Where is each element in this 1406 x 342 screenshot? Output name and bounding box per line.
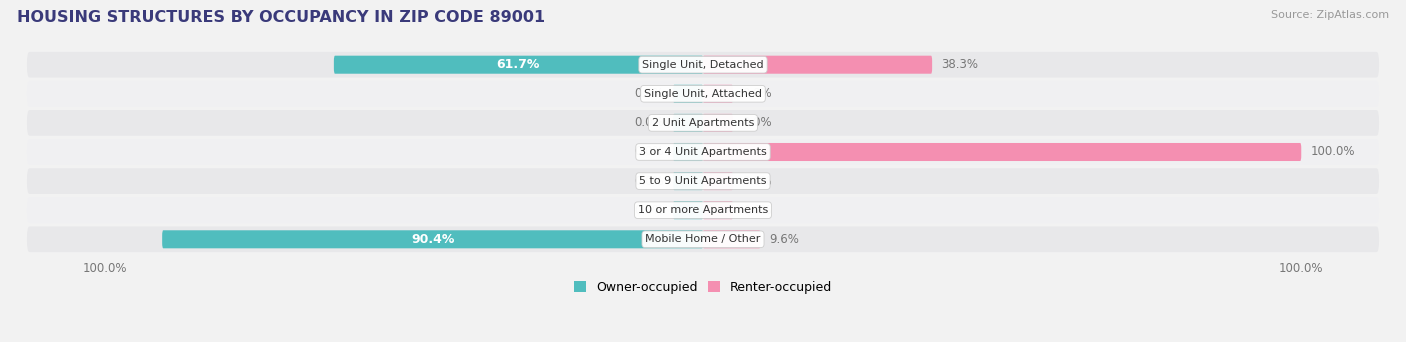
Text: 0.0%: 0.0% bbox=[634, 175, 664, 188]
Text: 0.0%: 0.0% bbox=[634, 87, 664, 100]
Text: Single Unit, Detached: Single Unit, Detached bbox=[643, 60, 763, 70]
FancyBboxPatch shape bbox=[27, 197, 1379, 223]
Text: 61.7%: 61.7% bbox=[496, 58, 540, 71]
FancyBboxPatch shape bbox=[703, 172, 733, 190]
FancyBboxPatch shape bbox=[703, 85, 733, 103]
FancyBboxPatch shape bbox=[27, 168, 1379, 194]
FancyBboxPatch shape bbox=[673, 114, 703, 132]
FancyBboxPatch shape bbox=[703, 56, 932, 74]
FancyBboxPatch shape bbox=[703, 143, 1302, 161]
FancyBboxPatch shape bbox=[673, 143, 703, 161]
FancyBboxPatch shape bbox=[27, 52, 1379, 78]
Text: Source: ZipAtlas.com: Source: ZipAtlas.com bbox=[1271, 10, 1389, 20]
Text: 9.6%: 9.6% bbox=[769, 233, 799, 246]
Text: Mobile Home / Other: Mobile Home / Other bbox=[645, 234, 761, 244]
FancyBboxPatch shape bbox=[27, 81, 1379, 107]
Text: Single Unit, Attached: Single Unit, Attached bbox=[644, 89, 762, 99]
Text: 0.0%: 0.0% bbox=[742, 87, 772, 100]
Text: 5 to 9 Unit Apartments: 5 to 9 Unit Apartments bbox=[640, 176, 766, 186]
FancyBboxPatch shape bbox=[673, 201, 703, 219]
Text: 38.3%: 38.3% bbox=[941, 58, 979, 71]
FancyBboxPatch shape bbox=[673, 85, 703, 103]
Text: 0.0%: 0.0% bbox=[742, 204, 772, 217]
FancyBboxPatch shape bbox=[27, 226, 1379, 252]
FancyBboxPatch shape bbox=[703, 230, 761, 248]
Legend: Owner-occupied, Renter-occupied: Owner-occupied, Renter-occupied bbox=[568, 276, 838, 299]
FancyBboxPatch shape bbox=[703, 114, 733, 132]
FancyBboxPatch shape bbox=[703, 201, 733, 219]
Text: 0.0%: 0.0% bbox=[634, 145, 664, 158]
Text: 0.0%: 0.0% bbox=[742, 116, 772, 129]
FancyBboxPatch shape bbox=[162, 230, 703, 248]
Text: 0.0%: 0.0% bbox=[634, 116, 664, 129]
Text: 100.0%: 100.0% bbox=[1310, 145, 1355, 158]
Text: 0.0%: 0.0% bbox=[634, 204, 664, 217]
Text: HOUSING STRUCTURES BY OCCUPANCY IN ZIP CODE 89001: HOUSING STRUCTURES BY OCCUPANCY IN ZIP C… bbox=[17, 10, 546, 25]
Text: 0.0%: 0.0% bbox=[742, 175, 772, 188]
FancyBboxPatch shape bbox=[333, 56, 703, 74]
FancyBboxPatch shape bbox=[27, 139, 1379, 165]
Text: 90.4%: 90.4% bbox=[411, 233, 454, 246]
Text: 2 Unit Apartments: 2 Unit Apartments bbox=[652, 118, 754, 128]
Text: 10 or more Apartments: 10 or more Apartments bbox=[638, 205, 768, 215]
FancyBboxPatch shape bbox=[673, 172, 703, 190]
FancyBboxPatch shape bbox=[27, 110, 1379, 136]
Text: 3 or 4 Unit Apartments: 3 or 4 Unit Apartments bbox=[640, 147, 766, 157]
